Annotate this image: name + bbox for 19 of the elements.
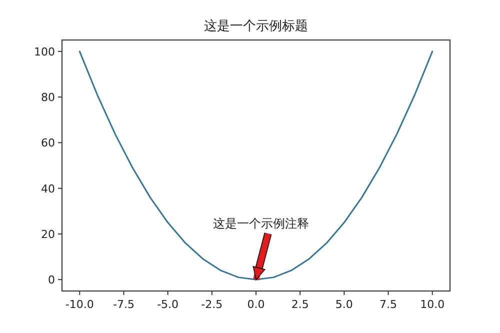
x-tick-label: 0.0 bbox=[247, 298, 265, 311]
x-tick-label: 10.0 bbox=[420, 298, 445, 311]
x-tick-label: 7.5 bbox=[380, 298, 398, 311]
x-tick-label: 5.0 bbox=[335, 298, 353, 311]
line-series bbox=[78, 50, 434, 280]
y-tick-label: 40 bbox=[41, 182, 55, 196]
chart-title: 这是一个示例标题 bbox=[204, 19, 308, 34]
x-tick-label: -2.5 bbox=[201, 298, 223, 311]
x-tick-label: -7.5 bbox=[112, 298, 134, 311]
x-tick-label: -10.0 bbox=[65, 298, 94, 311]
x-tick-label: 2.5 bbox=[291, 298, 309, 311]
y-tick-label: 20 bbox=[41, 228, 55, 241]
y-tick-label: 60 bbox=[41, 136, 55, 150]
annotation: 这是一个示例注释 bbox=[213, 216, 309, 231]
y-tick-label: 100 bbox=[34, 45, 55, 58]
y-tick-label: 80 bbox=[41, 91, 55, 104]
y-tick-label: 0 bbox=[48, 274, 55, 287]
x-tick-label: -5.0 bbox=[157, 298, 179, 311]
annotation: 这是一个示例注释 bbox=[213, 216, 309, 280]
